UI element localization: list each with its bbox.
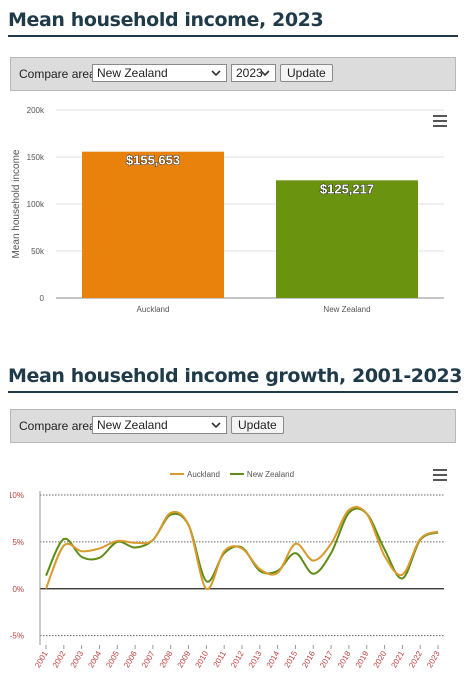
legend-label: New Zealand xyxy=(247,470,294,479)
y-tick-label: 10% xyxy=(10,491,24,500)
x-tick-label: 2018 xyxy=(336,649,353,669)
x-tick-label: 2009 xyxy=(176,649,193,669)
line-chart-svg: -5%0%5%10%2001 2002 2003 2004 2005 2006 2007 20… xyxy=(8,470,444,669)
x-tick-label: 2017 xyxy=(318,649,335,669)
x-tick-label: 2016 xyxy=(300,649,317,669)
bar-data-label: $155,653 xyxy=(126,153,180,168)
x-tick-label: 2020 xyxy=(372,649,389,669)
x-tick-label: 2006 xyxy=(122,649,139,669)
bar-data-label: $125,217 xyxy=(320,181,374,196)
year-value: 2023 xyxy=(236,66,263,80)
income-bar-chart: 0 50k 100k 150k 200k Mean household income $15… xyxy=(10,96,456,326)
legend-label: Auckland xyxy=(187,470,220,479)
x-tick-label: 2012 xyxy=(229,649,246,669)
compare-controls: Compare area: New Zealand 2023 Update xyxy=(10,57,456,91)
x-tick-label: 2023 xyxy=(425,649,442,669)
income-title: Mean household income, 2023 xyxy=(8,9,324,31)
growth-title: Mean household income growth, 2001-2023 xyxy=(8,365,463,387)
chart-menu-icon[interactable] xyxy=(433,115,447,127)
y-tick-label: 100k xyxy=(27,200,45,209)
bar-chart-svg: 0 50k 100k 150k 200k Mean household income $15… xyxy=(11,106,444,314)
x-tick-label: Auckland xyxy=(137,305,170,314)
x-tick-label: New Zealand xyxy=(323,305,370,314)
chevron-down-icon xyxy=(211,422,221,429)
year-select[interactable]: 2023 xyxy=(231,64,276,82)
x-tick-label: 2014 xyxy=(265,649,282,669)
series-line xyxy=(45,505,439,590)
compare-area-value: New Zealand xyxy=(97,66,168,80)
title-divider xyxy=(8,35,458,37)
x-tick-label: 2011 xyxy=(212,649,229,669)
y-tick-label: 0% xyxy=(12,585,24,594)
y-axis-title: Mean household income xyxy=(11,149,22,258)
x-tick-label: 2021 xyxy=(389,649,406,669)
x-tick-label: 2007 xyxy=(140,649,157,669)
update-button[interactable]: Update xyxy=(231,416,284,434)
y-tick-label: 5% xyxy=(12,538,24,547)
bar xyxy=(276,180,418,298)
x-tick-label: 2008 xyxy=(158,649,175,669)
chart-menu-icon[interactable] xyxy=(433,469,447,481)
compare-area-select[interactable]: New Zealand xyxy=(92,64,227,82)
compare-controls: Compare area: New Zealand Update xyxy=(10,409,456,443)
x-tick-label: 2005 xyxy=(104,649,121,669)
x-tick-label: 2010 xyxy=(193,649,210,669)
x-tick-label: 2004 xyxy=(86,649,103,669)
x-tick-label: 2003 xyxy=(69,649,86,669)
title-divider xyxy=(8,391,458,393)
compare-area-select[interactable]: New Zealand xyxy=(92,416,227,434)
chevron-down-icon xyxy=(211,70,221,77)
x-tick-label: 2015 xyxy=(282,649,299,669)
y-tick-label: 150k xyxy=(27,153,45,162)
y-tick-label: 200k xyxy=(27,106,45,115)
x-tick-label: 2019 xyxy=(354,649,371,669)
compare-area-value: New Zealand xyxy=(97,418,168,432)
x-tick-label: 2013 xyxy=(247,649,264,669)
x-tick-label: 2001 xyxy=(33,649,50,669)
compare-area-label: Compare area: xyxy=(19,419,100,433)
chevron-down-icon xyxy=(260,70,270,77)
compare-area-label: Compare area: xyxy=(19,67,100,81)
y-tick-label: 50k xyxy=(31,247,45,256)
update-button[interactable]: Update xyxy=(280,64,333,82)
y-tick-label: 0 xyxy=(40,294,45,303)
x-tick-label: 2022 xyxy=(407,649,424,669)
growth-line-chart: -5% 0% 5% 10% 2001 2002 2003 2004 2005 2006 2007 20… xyxy=(8,455,456,685)
y-tick-label: -5% xyxy=(10,632,24,641)
bar xyxy=(82,151,224,298)
x-tick-label: 2002 xyxy=(51,649,68,669)
